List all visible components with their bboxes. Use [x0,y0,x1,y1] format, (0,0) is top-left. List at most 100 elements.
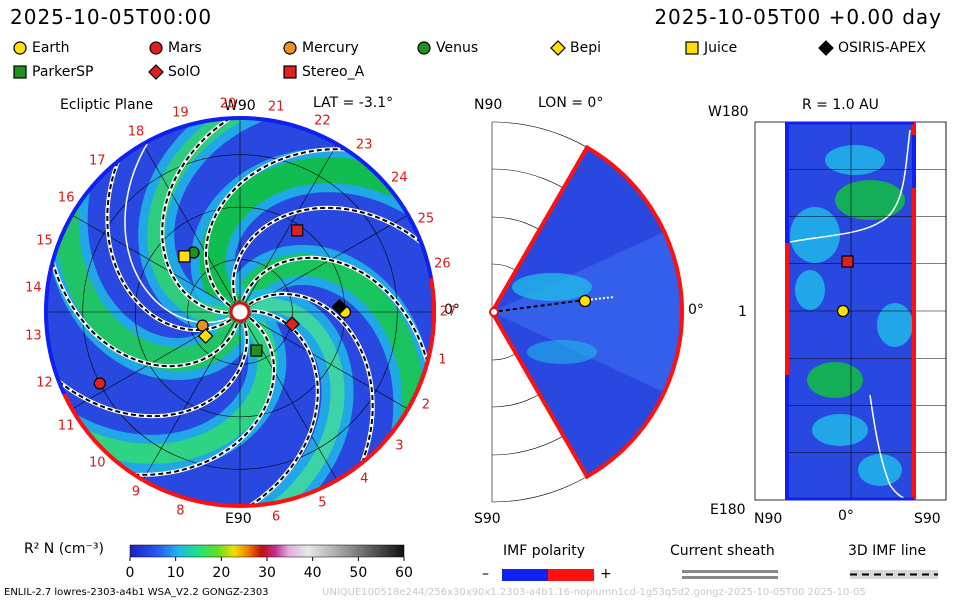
current-sheath-line-top [682,570,778,573]
mer-top-label: N90 [474,97,503,113]
r-density-blob [835,180,905,220]
r-density-blob [858,454,902,486]
legend-item-solo: SolO [148,64,200,80]
rim-positive [62,393,323,508]
colorbar-tick-label: 20 [212,565,230,581]
rslice-top-left: W180 [708,104,749,120]
carrington-label: 26 [434,256,451,272]
carrington-label: 9 [131,484,141,500]
r-density-blob [812,414,868,446]
body-osiris-apex [331,298,348,315]
imf-line [49,322,248,418]
lat-label: LAT = -3.1° [313,95,394,111]
legend-item-venus: Venus [416,40,478,56]
imf-line-label: 3D IMF line [848,543,927,559]
carrington-label: 10 [88,455,106,471]
meridional-panel [489,121,684,503]
legend-label: Mercury [302,40,359,56]
imf-line [248,292,374,475]
r-density-blob [877,303,913,347]
rslice-mid-left: 1 [738,304,747,320]
imf-line [48,249,239,368]
r-current-sheath [789,129,911,243]
r-density-blob [825,145,885,175]
carrington-label: 27 [439,304,457,320]
legend-item-stereo-a: Stereo_A [282,64,364,80]
imf-line [122,317,276,476]
carrington-label: 22 [314,113,331,129]
mer-sun [489,307,499,317]
mer-inner-band [492,231,683,393]
body-mars [93,377,106,390]
carrington-label: 18 [127,124,145,140]
mer-bottom-label: S90 [474,511,501,527]
square-icon [685,41,699,55]
carrington-label: 2 [421,397,431,413]
carrington-label: 5 [318,495,327,511]
ecliptic-bottom-label: E90 [225,511,252,527]
legend-item-earth: Earth [12,40,70,56]
imf-line [161,118,241,314]
legend-label: Mars [168,40,202,56]
polarity-negative-swatch [502,569,548,581]
legend-label: Stereo_A [302,64,365,80]
carrington-label: 11 [57,418,75,434]
carrington-label: 6 [271,509,281,525]
carrington-label: 8 [176,503,185,519]
colorbar-tick-label: 40 [304,565,322,581]
imf-polarity-label: IMF polarity [503,543,586,559]
current-sheath-line-bottom [682,576,778,579]
legend-item-osiris-apex: OSIRIS-APEX [818,40,926,56]
polarity-plus: + [600,566,612,582]
rslice-x-label-n90: N90 [754,511,783,527]
carrington-label: 21 [267,99,285,115]
mer-imf-line [491,299,586,313]
rslice-x-label-0: 0° [838,508,854,524]
footer-left: ENLIL-2.7 lowres-2303-a4b1 WSA_V2.2 GONG… [4,587,269,598]
mer-body-earth [578,294,592,308]
ecliptic-panel [44,116,436,508]
ecliptic-title: Ecliptic Plane [60,97,154,113]
body-bepi [197,328,214,344]
circle-icon [283,41,297,55]
carrington-label: 3 [395,438,404,454]
colorbar-tick-label: 0 [126,565,135,581]
carrington-label: 15 [36,233,53,249]
legend-label: OSIRIS-APEX [838,40,926,56]
legend-label: Bepi [570,40,601,56]
date-right: 2025-10-05T00 +0.00 day [654,5,942,29]
diamond-icon [148,64,164,80]
ecliptic-top-label: W90 [224,98,256,114]
ecliptic-right-label: 0° [444,302,460,318]
diamond-icon [550,40,566,56]
carrington-label: 1 [438,352,447,368]
square-icon [283,65,297,79]
carrington-label: 20 [219,96,237,112]
imf-line [232,206,431,302]
current-sheath-label: Current sheath [670,543,775,559]
mer-title: LON = 0° [538,95,604,111]
body-juice [178,250,191,263]
carrington-label: 4 [360,471,369,487]
legend-item-juice: Juice [684,40,737,56]
circle-icon [149,41,163,55]
legend-item-bepi: Bepi [550,40,601,56]
carrington-label: 19 [172,105,189,121]
colorbar-tick-label: 60 [395,565,413,581]
colorbar-tick-label: 10 [167,565,185,581]
legend-label: Juice [704,40,738,56]
colorbar-tick-label: 50 [349,565,367,581]
polarity-minus: – [482,566,489,582]
square-icon [13,65,27,79]
r-density-blob [795,270,825,310]
rim-positive [321,277,436,490]
imf-line [239,310,319,506]
rslice-title: R = 1.0 AU [802,97,879,113]
legend-label: Venus [436,40,479,56]
date-left: 2025-10-05T00:00 [10,5,213,29]
carrington-label: 14 [25,280,42,296]
r-current-sheath [869,394,911,500]
carrington-label: 25 [417,211,435,227]
polarity-positive-swatch [548,569,594,581]
